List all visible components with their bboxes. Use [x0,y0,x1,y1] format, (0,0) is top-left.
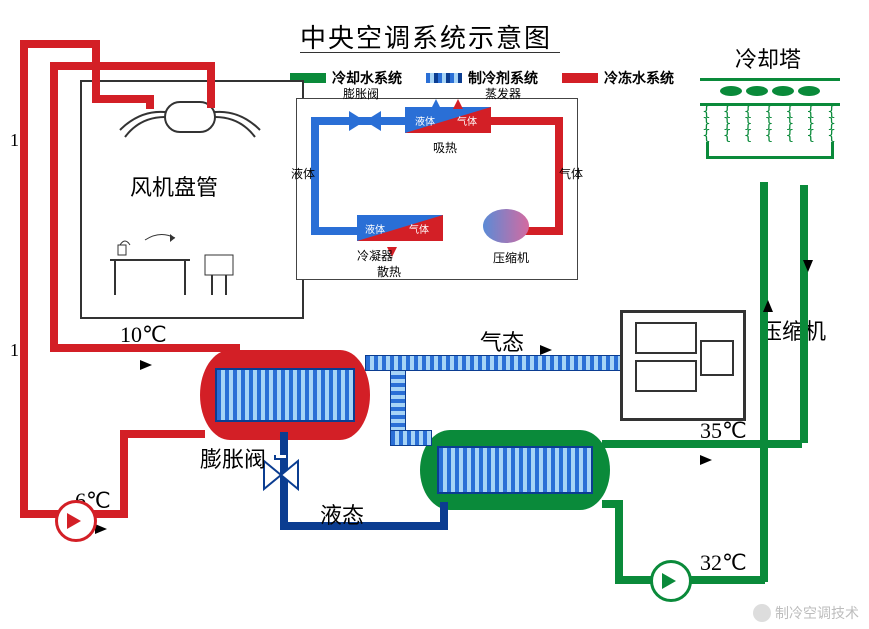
compressor-stage [635,322,697,354]
pump-red-icon [55,500,97,542]
temp-cooling-return: 32℃ [700,550,747,576]
pipe-red [207,62,215,108]
watermark: 制冷空调技术 [753,603,859,623]
cooling-tower-icon: { { { { { { {} } } } } } }{ { { { { { { [700,78,840,159]
temp-chilled-supply: 10℃ [120,322,167,348]
inset-gas-right: 气体 [559,165,583,182]
pipe-red [120,430,205,438]
pipe-red [50,62,58,352]
pipe-refrigerant [390,430,432,446]
pipe-red [92,95,154,103]
gas-state-label: 气态 [480,325,524,357]
inset-exp-valve: 膨胀阀 [343,85,379,102]
expansion-valve-label: 膨胀阀 [200,448,224,472]
inset-liquid-tag2: 液体 [365,221,385,236]
pipe-red [120,430,128,510]
pump-green-icon [650,560,692,602]
pipe-red [20,40,100,48]
pipe-green [800,185,808,443]
evaporator-tubes [215,368,355,422]
legend-chilled-water-label: 冷冻水系统 [604,68,674,88]
compressor-stage [635,360,697,392]
legend-chilled-water: 冷冻水系统 [562,68,674,88]
pipe-green [615,500,623,576]
legend-swatch-ice [426,73,462,83]
fan-coil-label: 风机盘管 [130,170,218,202]
evaporator-shell [200,350,370,440]
condenser-tubes [437,446,593,495]
pipe-green [760,182,768,582]
inset-condenser: 冷凝器 [357,247,393,264]
inset-cycle-box: 膨胀阀 蒸发器 冷凝器 压缩机 吸热 散热 液体 气体 液体 气体 液体 气体 [296,98,578,280]
condenser-shell [420,430,610,510]
inset-heat-reject: 散热 [377,263,401,280]
inset-compressor: 压缩机 [493,249,529,266]
cooling-tower-label: 冷却塔 [735,42,801,74]
temp-cooling-supply: 35℃ [700,418,747,444]
flow-arrow-icon [140,360,152,370]
arrow-marker: 1 [10,130,19,151]
flow-arrow-icon [540,345,552,355]
liquid-state-label: 液态 [320,498,364,530]
legend-refrigerant: 制冷剂系统 [426,68,538,88]
pipe-green [615,576,653,584]
pipe-red [50,62,215,70]
pipe-red [146,95,154,109]
flow-arrow-icon [95,524,107,534]
compressor-stage [700,340,734,376]
wechat-icon [753,604,771,622]
pipe-refrigerant [365,355,632,371]
inset-gas-tag: 气体 [457,113,477,128]
title-underline [300,52,560,53]
inset-heat-absorb: 吸热 [433,139,457,156]
flow-arrow-icon [803,260,813,272]
pipe-green [685,576,765,584]
arrow-marker: 1 [10,340,19,361]
room-furniture-icon [100,230,270,300]
inset-liquid-left: 液体 [291,165,315,182]
pipe-blue [440,502,448,530]
inset-gas-tag2: 气体 [409,221,429,236]
diagram-title: 中央空调系统示意图 [300,18,552,55]
inset-liquid-tag: 液体 [415,113,435,128]
flow-arrow-icon [700,455,712,465]
inset-evaporator: 蒸发器 [485,85,521,102]
legend-swatch-red [562,73,598,83]
pipe-red [20,40,28,510]
flow-arrow-icon [763,300,773,312]
watermark-text: 制冷空调技术 [775,603,859,623]
